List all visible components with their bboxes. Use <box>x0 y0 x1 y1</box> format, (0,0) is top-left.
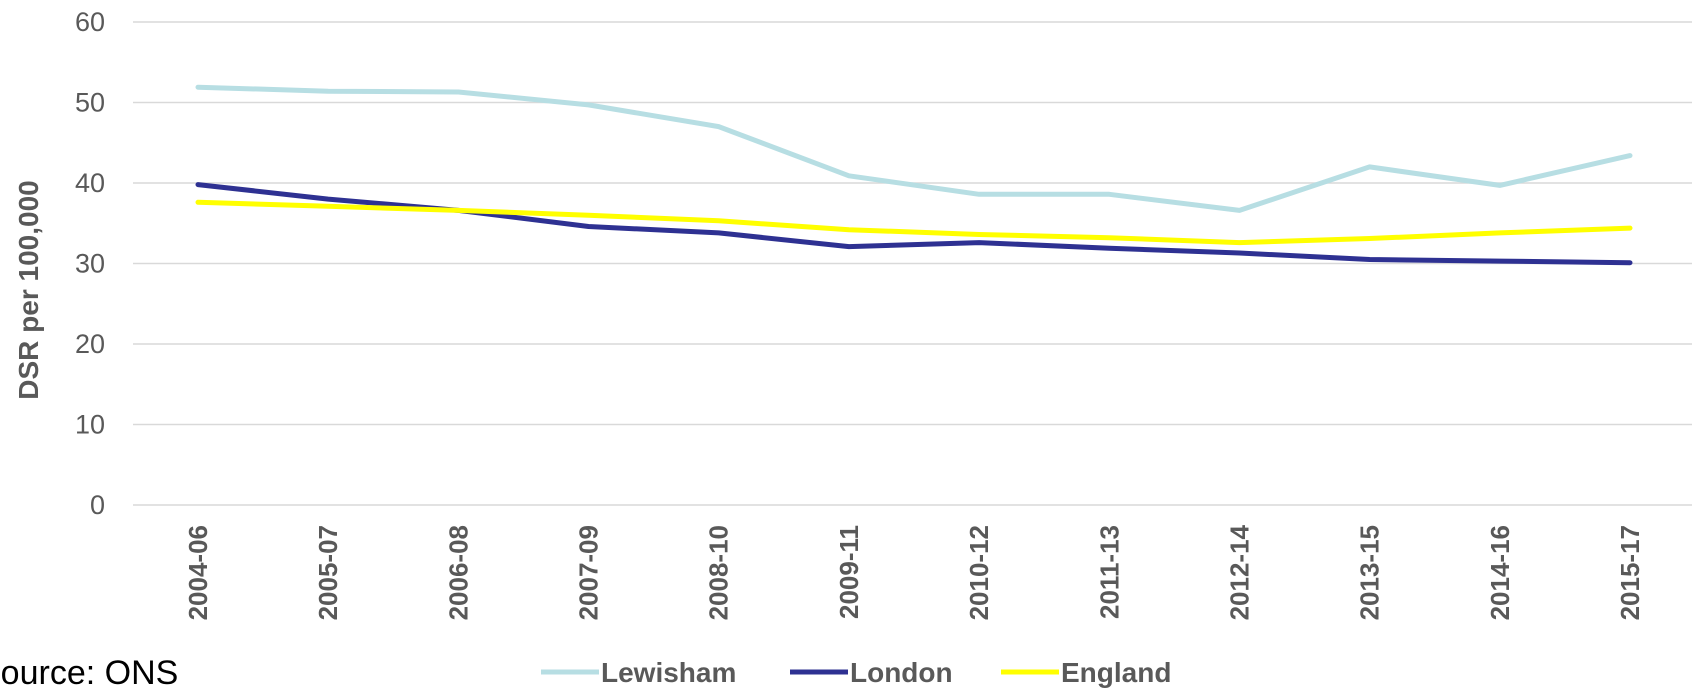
series-lines <box>195 84 1633 266</box>
y-tick-label: 0 <box>90 490 105 520</box>
x-tick-label: 2011-13 <box>1094 525 1124 619</box>
y-tick-label: 60 <box>75 7 105 37</box>
x-tick-label: 2014-16 <box>1485 525 1515 620</box>
legend-label-london: London <box>850 657 953 688</box>
y-tick-label: 10 <box>75 410 105 440</box>
legend-label-lewisham: Lewisham <box>601 657 736 688</box>
x-tick-label: 2013-15 <box>1355 525 1385 620</box>
x-tick-label: 2006-08 <box>443 525 473 620</box>
x-tick-label: 2010-12 <box>964 525 994 620</box>
y-tick-label: 30 <box>75 249 105 279</box>
source-note: Source: ONS <box>0 654 178 688</box>
y-tick-label: 20 <box>75 329 105 359</box>
x-tick-label: 2007-09 <box>574 525 604 620</box>
x-axis-ticks: 2004-06 2005-07 2006-08 2007-09 2008-10 2009-… <box>183 524 1645 620</box>
y-axis-label: DSR per 100,000 <box>13 180 44 399</box>
x-tick-label: 2012-14 <box>1224 524 1254 620</box>
y-axis-ticks: 0 10 20 30 40 50 60 <box>75 7 105 520</box>
series-line-england <box>195 199 1633 246</box>
x-tick-label: 2015-17 <box>1615 525 1645 620</box>
y-tick-label: 50 <box>75 88 105 118</box>
series-line-london <box>195 182 1633 266</box>
x-tick-label: 2008-10 <box>704 525 734 620</box>
legend-label-england: England <box>1061 657 1171 688</box>
y-tick-label: 40 <box>75 168 105 198</box>
legend: Lewisham London England <box>541 657 1171 688</box>
series-line-lewisham <box>195 84 1633 213</box>
x-tick-label: 2005-07 <box>313 525 343 620</box>
x-tick-label: 2004-06 <box>183 525 213 620</box>
x-tick-label: 2009-11 <box>834 525 864 619</box>
gridlines <box>133 21 1692 506</box>
